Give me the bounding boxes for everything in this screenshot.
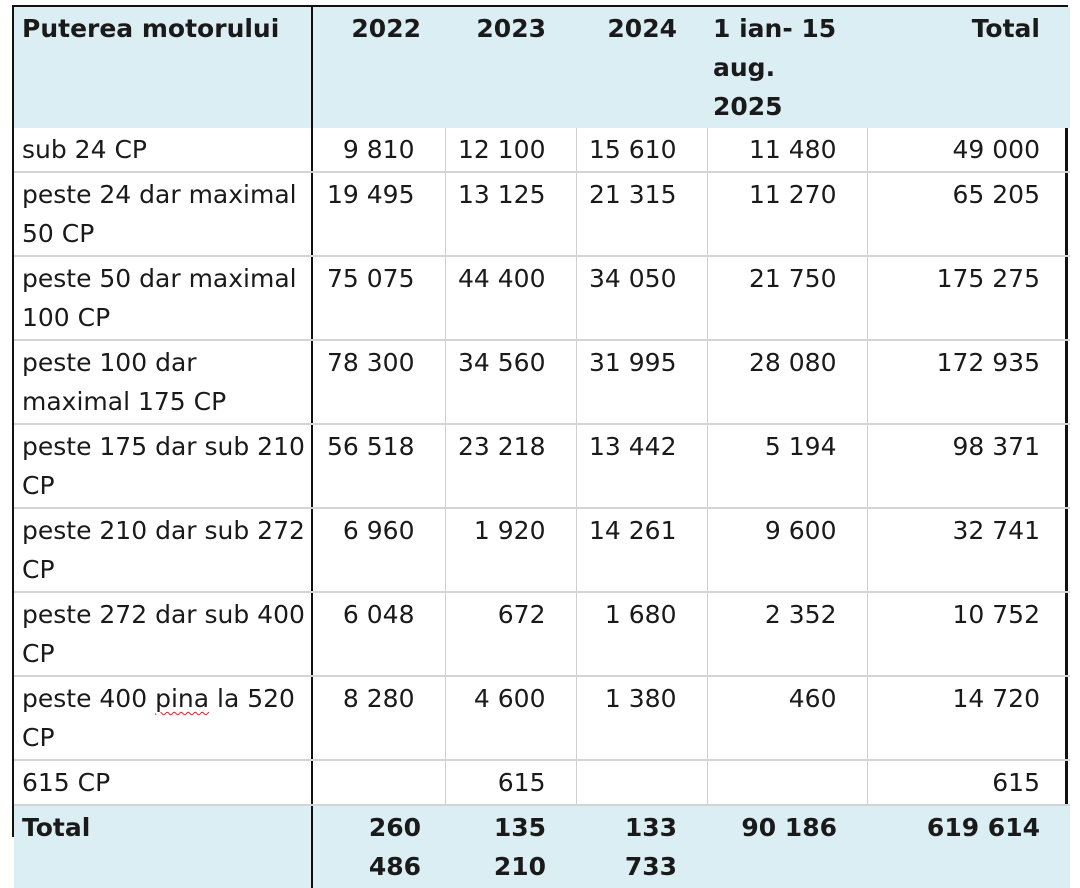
spellcheck-flagged-word: pina [155,684,210,713]
cell-2022: 75 075 [312,256,445,341]
cell-2024: 1 380 [575,676,707,761]
cell-2022: 6 048 [312,592,445,677]
cell-total: 32 741 [866,508,1070,593]
header-row: Puterea motorului 2022 2023 2024 1 ian- … [14,7,1070,128]
total-2025: 90 186 [707,805,867,888]
row-label: peste 24 dar maximal 50 CP [14,172,313,257]
header-2022: 2022 [312,7,445,128]
table-row: peste 175 dar sub 210 CP 56 518 23 218 1… [14,424,1070,509]
cell-2024: 31 995 [575,340,707,425]
cell-2025 [706,760,867,806]
total-2024: 133 733 [576,805,707,888]
cell-2025: 9 600 [706,508,867,593]
cell-2023: 1 920 [444,508,576,593]
cell-2022 [312,760,445,806]
total-label: Total [14,805,313,888]
cell-2024 [575,760,707,806]
row-label: peste 272 dar sub 400 CP [14,592,313,677]
cell-2022: 9 810 [312,128,445,173]
row-label: 615 CP [14,760,313,806]
row-label: peste 210 dar sub 272 CP [14,508,313,593]
cell-2025: 460 [706,676,867,761]
row-label: sub 24 CP [14,128,313,173]
table-row: peste 50 dar maximal 100 CP 75 075 44 40… [14,256,1070,341]
total-2022: 260 486 [312,805,445,888]
table-row: 615 CP 615 615 [14,760,1070,806]
total-row: Total 260 486 135 210 133 733 90 186 619… [14,805,1070,888]
header-total: Total [867,7,1070,128]
cell-2024: 21 315 [575,172,707,257]
cell-2025: 21 750 [706,256,867,341]
table-row: peste 400 pina la 520 CP 8 280 4 600 1 3… [14,676,1070,761]
cell-total: 98 371 [866,424,1070,509]
row-label-part: peste 400 [22,684,156,713]
cell-2022: 8 280 [312,676,445,761]
cell-2025: 2 352 [706,592,867,677]
header-2025-partial: 1 ian- 15 aug. 2025 [707,7,867,128]
cell-2023: 12 100 [444,128,576,173]
cell-total: 175 275 [866,256,1070,341]
table-row: peste 272 dar sub 400 CP 6 048 672 1 680… [14,592,1070,677]
row-label: peste 50 dar maximal 100 CP [14,256,313,341]
cell-2023: 13 125 [444,172,576,257]
cell-2025: 11 270 [706,172,867,257]
cell-2024: 1 680 [575,592,707,677]
engine-power-table-container: Puterea motorului 2022 2023 2024 1 ian- … [12,5,1070,888]
table-row: peste 210 dar sub 272 CP 6 960 1 920 14 … [14,508,1070,593]
row-label-part: la 520 CP [22,684,295,752]
header-2023: 2023 [445,7,576,128]
engine-power-table: Puterea motorului 2022 2023 2024 1 ian- … [14,7,1070,888]
cell-2022: 19 495 [312,172,445,257]
cell-2023: 23 218 [444,424,576,509]
row-label: peste 175 dar sub 210 CP [14,424,313,509]
cell-2025: 11 480 [706,128,867,173]
cell-2025: 28 080 [706,340,867,425]
cell-2023: 4 600 [444,676,576,761]
total-2023: 135 210 [445,805,576,888]
total-grand: 619 614 [867,805,1070,888]
cell-2022: 78 300 [312,340,445,425]
cell-2023: 672 [444,592,576,677]
cell-total: 14 720 [866,676,1070,761]
row-label: peste 400 pina la 520 CP [14,676,313,761]
cell-2024: 34 050 [575,256,707,341]
header-2024: 2024 [576,7,707,128]
cell-2024: 14 261 [575,508,707,593]
cell-2023: 615 [444,760,576,806]
cell-2022: 6 960 [312,508,445,593]
table-row: peste 24 dar maximal 50 CP 19 495 13 125… [14,172,1070,257]
cell-2025: 5 194 [706,424,867,509]
cell-2023: 44 400 [444,256,576,341]
header-engine-power: Puterea motorului [14,7,313,128]
cell-total: 49 000 [866,128,1070,173]
cell-total: 65 205 [866,172,1070,257]
table-row: sub 24 CP 9 810 12 100 15 610 11 480 49 … [14,128,1070,173]
cell-total: 615 [866,760,1070,806]
cell-2022: 56 518 [312,424,445,509]
row-label: peste 100 dar maximal 175 CP [14,340,313,425]
cell-2024: 13 442 [575,424,707,509]
cell-2024: 15 610 [575,128,707,173]
cell-total: 172 935 [866,340,1070,425]
table-row: peste 100 dar maximal 175 CP 78 300 34 5… [14,340,1070,425]
cell-2023: 34 560 [444,340,576,425]
cell-total: 10 752 [866,592,1070,677]
